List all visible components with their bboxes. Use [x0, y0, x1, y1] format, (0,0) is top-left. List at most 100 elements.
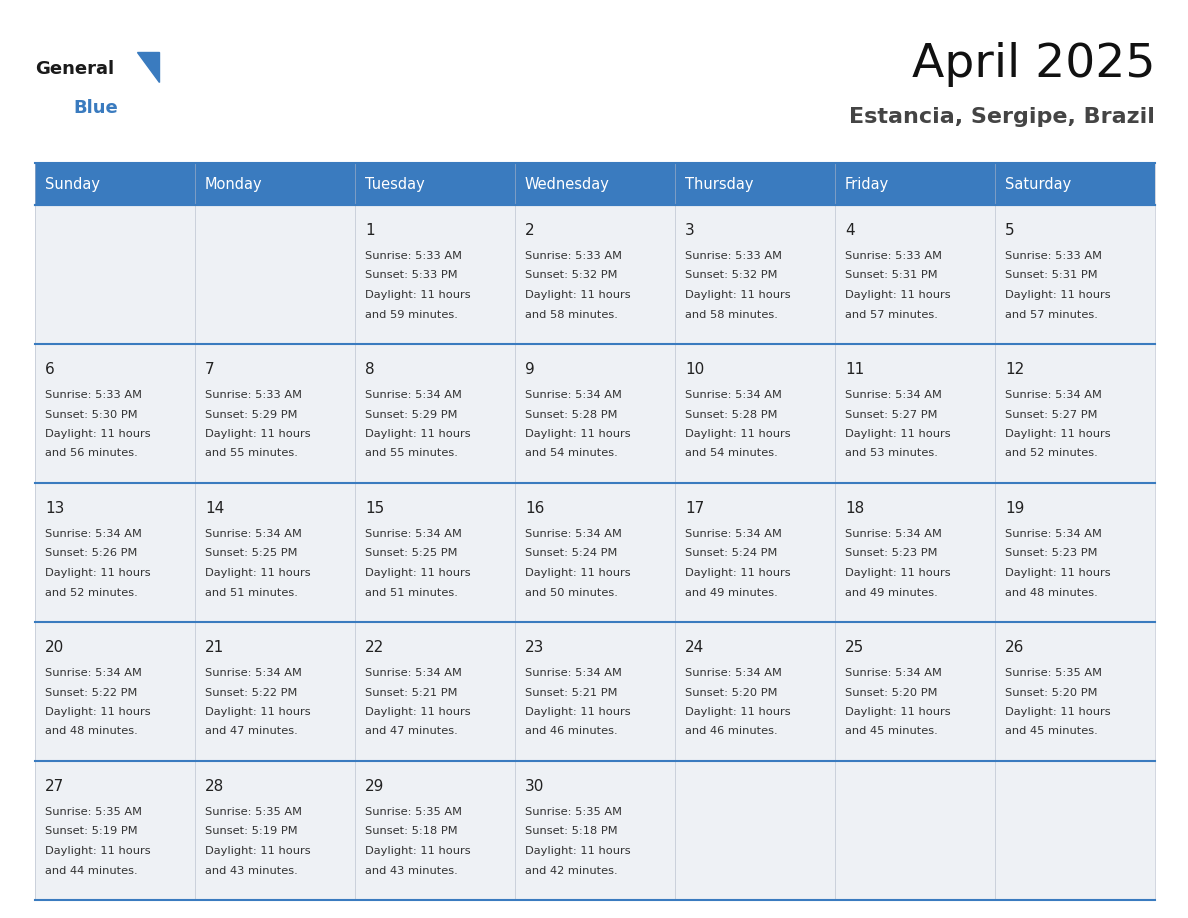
Text: Sunrise: 5:35 AM: Sunrise: 5:35 AM [525, 807, 623, 817]
Text: Sunset: 5:21 PM: Sunset: 5:21 PM [525, 688, 618, 698]
Text: Sunrise: 5:33 AM: Sunrise: 5:33 AM [845, 251, 942, 261]
Text: Sunset: 5:25 PM: Sunset: 5:25 PM [365, 548, 457, 558]
Text: Daylight: 11 hours: Daylight: 11 hours [45, 846, 151, 856]
Text: Daylight: 11 hours: Daylight: 11 hours [365, 429, 470, 439]
Text: Daylight: 11 hours: Daylight: 11 hours [365, 290, 470, 300]
Text: 14: 14 [206, 501, 225, 516]
Text: April 2025: April 2025 [911, 42, 1155, 87]
Text: and 58 minutes.: and 58 minutes. [685, 309, 778, 319]
Text: Daylight: 11 hours: Daylight: 11 hours [525, 707, 631, 717]
Text: 3: 3 [685, 223, 695, 238]
Text: and 59 minutes.: and 59 minutes. [365, 309, 457, 319]
Text: Sunset: 5:18 PM: Sunset: 5:18 PM [365, 826, 457, 836]
Text: Sunrise: 5:33 AM: Sunrise: 5:33 AM [685, 251, 782, 261]
Text: and 46 minutes.: and 46 minutes. [525, 726, 618, 736]
Bar [355, 483, 516, 622]
Text: Sunrise: 5:34 AM: Sunrise: 5:34 AM [525, 529, 621, 539]
Text: Sunset: 5:18 PM: Sunset: 5:18 PM [525, 826, 618, 836]
Text: and 52 minutes.: and 52 minutes. [1005, 449, 1098, 458]
Text: Sunrise: 5:35 AM: Sunrise: 5:35 AM [365, 807, 462, 817]
Text: Wednesday: Wednesday [525, 176, 609, 192]
Text: Daylight: 11 hours: Daylight: 11 hours [845, 707, 950, 717]
Text: Sunset: 5:28 PM: Sunset: 5:28 PM [685, 409, 777, 420]
Text: Sunrise: 5:34 AM: Sunrise: 5:34 AM [845, 668, 942, 678]
Text: 19: 19 [1005, 501, 1024, 516]
Text: Sunset: 5:24 PM: Sunset: 5:24 PM [685, 548, 777, 558]
Text: and 42 minutes.: and 42 minutes. [525, 866, 618, 876]
Text: 6: 6 [45, 362, 55, 377]
Text: 10: 10 [685, 362, 704, 377]
Bar [835, 483, 996, 622]
Text: 18: 18 [845, 501, 864, 516]
Text: and 51 minutes.: and 51 minutes. [206, 588, 298, 598]
Text: Sunset: 5:33 PM: Sunset: 5:33 PM [365, 271, 457, 281]
Text: Sunrise: 5:34 AM: Sunrise: 5:34 AM [685, 668, 782, 678]
Bar [34, 622, 195, 761]
Text: Sunset: 5:24 PM: Sunset: 5:24 PM [525, 548, 618, 558]
Bar [675, 344, 835, 483]
Bar [516, 344, 675, 483]
Text: 11: 11 [845, 362, 864, 377]
Text: Thursday: Thursday [685, 176, 753, 192]
Text: Sunrise: 5:34 AM: Sunrise: 5:34 AM [1005, 390, 1102, 400]
Text: Sunrise: 5:33 AM: Sunrise: 5:33 AM [206, 390, 302, 400]
Text: Sunrise: 5:34 AM: Sunrise: 5:34 AM [365, 668, 462, 678]
Text: Sunday: Sunday [45, 176, 100, 192]
Bar [835, 344, 996, 483]
Text: Sunset: 5:27 PM: Sunset: 5:27 PM [845, 409, 937, 420]
Bar [34, 344, 195, 483]
Text: and 44 minutes.: and 44 minutes. [45, 866, 138, 876]
Text: Sunset: 5:30 PM: Sunset: 5:30 PM [45, 409, 138, 420]
Text: and 43 minutes.: and 43 minutes. [206, 866, 298, 876]
Text: Sunset: 5:32 PM: Sunset: 5:32 PM [525, 271, 618, 281]
Text: 17: 17 [685, 501, 704, 516]
Text: 15: 15 [365, 501, 384, 516]
Text: and 58 minutes.: and 58 minutes. [525, 309, 618, 319]
Bar [516, 205, 675, 344]
Text: Daylight: 11 hours: Daylight: 11 hours [685, 707, 791, 717]
Text: Sunrise: 5:34 AM: Sunrise: 5:34 AM [845, 390, 942, 400]
Text: and 49 minutes.: and 49 minutes. [685, 588, 778, 598]
Text: 5: 5 [1005, 223, 1015, 238]
Bar [835, 205, 996, 344]
Text: Sunset: 5:20 PM: Sunset: 5:20 PM [1005, 688, 1098, 698]
Text: Blue: Blue [72, 99, 118, 117]
Bar [996, 622, 1155, 761]
Text: and 48 minutes.: and 48 minutes. [45, 726, 138, 736]
Text: Daylight: 11 hours: Daylight: 11 hours [206, 429, 310, 439]
Text: Daylight: 11 hours: Daylight: 11 hours [45, 568, 151, 578]
Text: and 46 minutes.: and 46 minutes. [685, 726, 778, 736]
Text: Sunrise: 5:34 AM: Sunrise: 5:34 AM [525, 668, 621, 678]
Text: and 57 minutes.: and 57 minutes. [1005, 309, 1098, 319]
Text: and 50 minutes.: and 50 minutes. [525, 588, 618, 598]
Bar [34, 205, 195, 344]
Text: 13: 13 [45, 501, 64, 516]
Bar [996, 205, 1155, 344]
Bar [195, 483, 355, 622]
Bar [516, 761, 675, 900]
Bar [996, 761, 1155, 900]
Bar [675, 622, 835, 761]
Text: Tuesday: Tuesday [365, 176, 425, 192]
Text: Sunrise: 5:33 AM: Sunrise: 5:33 AM [1005, 251, 1102, 261]
Text: Daylight: 11 hours: Daylight: 11 hours [685, 568, 791, 578]
Text: Daylight: 11 hours: Daylight: 11 hours [845, 429, 950, 439]
Text: Sunrise: 5:34 AM: Sunrise: 5:34 AM [45, 668, 141, 678]
Text: Sunrise: 5:33 AM: Sunrise: 5:33 AM [45, 390, 143, 400]
Text: Daylight: 11 hours: Daylight: 11 hours [1005, 707, 1111, 717]
Text: Friday: Friday [845, 176, 890, 192]
Text: Daylight: 11 hours: Daylight: 11 hours [206, 707, 310, 717]
Text: Sunset: 5:23 PM: Sunset: 5:23 PM [1005, 548, 1098, 558]
Text: Sunrise: 5:35 AM: Sunrise: 5:35 AM [206, 807, 302, 817]
Text: and 47 minutes.: and 47 minutes. [206, 726, 298, 736]
Text: 24: 24 [685, 640, 704, 655]
Text: Sunset: 5:22 PM: Sunset: 5:22 PM [45, 688, 138, 698]
Bar [996, 344, 1155, 483]
Text: Sunrise: 5:34 AM: Sunrise: 5:34 AM [685, 529, 782, 539]
Bar [516, 483, 675, 622]
Text: 8: 8 [365, 362, 374, 377]
Text: 26: 26 [1005, 640, 1024, 655]
Text: Sunset: 5:25 PM: Sunset: 5:25 PM [206, 548, 297, 558]
Text: General: General [34, 60, 114, 78]
Text: 27: 27 [45, 779, 64, 794]
